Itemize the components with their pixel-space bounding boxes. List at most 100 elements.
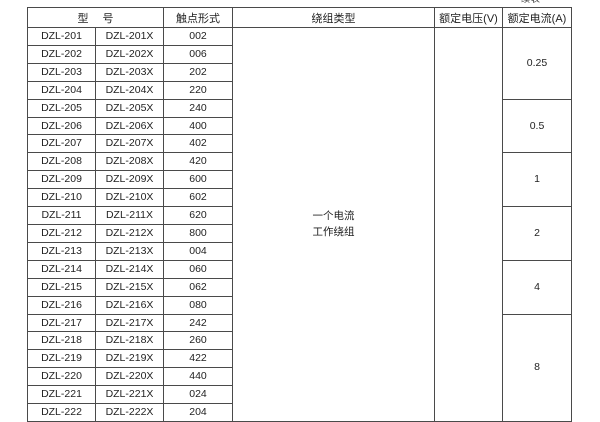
cell-model-standard: DZL-203 — [27, 62, 96, 82]
cell-model-variant: DZL-220X — [95, 367, 164, 387]
table-row: DZL-216 DZL-216X 080 — [27, 295, 572, 315]
cell-contact-form: 420 — [163, 152, 233, 172]
cell-model-variant: DZL-218X — [95, 331, 164, 351]
cell-model-standard: DZL-220 — [27, 367, 96, 387]
cell-model-variant: DZL-213X — [95, 241, 164, 261]
cell-model-standard: DZL-211 — [27, 206, 96, 225]
cell-model-variant: DZL-211X — [95, 206, 164, 225]
table-row: DZL-220 DZL-220X 440 — [27, 367, 572, 387]
cell-contact-form: 080 — [163, 295, 233, 315]
cell-contact-form: 800 — [163, 223, 233, 243]
cell-rated-current: 2 — [502, 206, 572, 261]
cell-model-variant: DZL-209X — [95, 170, 164, 190]
winding-type-line-1: 一个电流 — [312, 209, 355, 222]
cell-model-standard: DZL-214 — [27, 259, 96, 279]
cell-model-standard: DZL-219 — [27, 349, 96, 369]
cell-model-variant: DZL-222X — [95, 403, 164, 422]
cell-winding-type: 一个电流 工作绕组 — [232, 27, 435, 422]
table-row: DZL-213 DZL-213X 004 — [27, 241, 572, 261]
table-row: DZL-221 DZL-221X 024 — [27, 385, 572, 405]
header-model-char-1: 型 — [77, 12, 89, 25]
cell-contact-form: 242 — [163, 313, 233, 333]
cell-model-standard: DZL-222 — [27, 403, 96, 422]
cell-contact-form: 600 — [163, 170, 233, 190]
cell-rated-voltage — [434, 27, 503, 422]
cell-contact-form: 422 — [163, 349, 233, 369]
table-row: DZL-218 DZL-218X 260 — [27, 331, 572, 351]
cell-contact-form: 004 — [163, 241, 233, 261]
column-header-rated-current: 额定电流(A) — [502, 7, 572, 28]
continued-table-label: 续表 — [503, 0, 559, 4]
table-row: DZL-219 DZL-219X 422 — [27, 349, 572, 369]
table-row: DZL-204 DZL-204X 220 — [27, 80, 572, 100]
winding-type-line-2: 工作绕组 — [312, 226, 355, 239]
column-header-contact-form: 触点形式 — [163, 7, 233, 28]
table-row: DZL-208 DZL-208X 420 1 — [27, 152, 572, 208]
cell-model-variant: DZL-214X — [95, 259, 164, 279]
table-row: DZL-211 DZL-211X 620 2 — [27, 206, 572, 261]
cell-model-standard: DZL-210 — [27, 188, 96, 208]
table-body: DZL-201 DZL-201X 002 一个电流 工作绕组 0.25 DZL-202 DZL… — [27, 27, 572, 422]
cell-model-variant: DZL-216X — [95, 295, 164, 315]
cell-model-standard: DZL-216 — [27, 295, 96, 315]
cell-model-variant: DZL-221X — [95, 385, 164, 405]
cell-model-standard: DZL-206 — [27, 116, 96, 136]
header-model-char-2: 号 — [102, 12, 114, 25]
cell-model-variant: DZL-202X — [95, 44, 164, 64]
cell-rated-current: 0.25 — [502, 27, 572, 100]
cell-model-standard: DZL-204 — [27, 80, 96, 100]
table-row: DZL-202 DZL-202X 006 — [27, 44, 572, 64]
cell-model-standard: DZL-205 — [27, 98, 96, 118]
cell-model-variant: DZL-207X — [95, 134, 164, 154]
cell-model-standard: DZL-221 — [27, 385, 96, 405]
column-header-model: 型号 — [27, 7, 164, 28]
cell-model-standard: DZL-209 — [27, 170, 96, 190]
cell-contact-form: 620 — [163, 206, 233, 225]
cell-model-variant: DZL-217X — [95, 313, 164, 333]
cell-model-standard: DZL-201 — [27, 27, 96, 46]
cell-contact-form: 002 — [163, 27, 233, 46]
relay-specification-table: 型号 触点形式 绕组类型 额定电压(V) 额定电流(A) DZL-201 DZL-… — [27, 7, 572, 422]
column-header-winding-type: 绕组类型 — [232, 7, 435, 28]
cell-contact-form: 440 — [163, 367, 233, 387]
cell-contact-form: 400 — [163, 116, 233, 136]
cell-contact-form: 602 — [163, 188, 233, 208]
cell-contact-form: 202 — [163, 62, 233, 82]
cell-model-standard: DZL-202 — [27, 44, 96, 64]
cell-model-variant: DZL-215X — [95, 277, 164, 297]
cell-contact-form: 024 — [163, 385, 233, 405]
cell-contact-form: 204 — [163, 403, 233, 422]
cell-rated-current: 4 — [502, 259, 572, 315]
cell-contact-form: 260 — [163, 331, 233, 351]
cell-model-variant: DZL-205X — [95, 98, 164, 118]
page-canvas: 续表 型号 触点形式 绕组类型 额定电压(V) 额定电流(A) — [27, 0, 572, 422]
cell-contact-form: 402 — [163, 134, 233, 154]
cell-model-variant: DZL-210X — [95, 188, 164, 208]
table-row: DZL-214 DZL-214X 060 4 — [27, 259, 572, 315]
cell-model-standard: DZL-207 — [27, 134, 96, 154]
cell-contact-form: 220 — [163, 80, 233, 100]
cell-model-variant: DZL-203X — [95, 62, 164, 82]
table-row: DZL-203 DZL-203X 202 — [27, 62, 572, 82]
cell-model-standard: DZL-215 — [27, 277, 96, 297]
cell-contact-form: 062 — [163, 277, 233, 297]
cell-model-variant: DZL-206X — [95, 116, 164, 136]
cell-model-variant: DZL-208X — [95, 152, 164, 172]
cell-contact-form: 240 — [163, 98, 233, 118]
cell-contact-form: 006 — [163, 44, 233, 64]
cell-model-variant: DZL-201X — [95, 27, 164, 46]
cell-rated-current: 8 — [502, 313, 572, 422]
table-row: DZL-205 DZL-205X 240 0.5 — [27, 98, 572, 154]
cell-model-standard: DZL-217 — [27, 313, 96, 333]
cell-model-standard: DZL-212 — [27, 223, 96, 243]
header-row: 型号 触点形式 绕组类型 额定电压(V) 额定电流(A) — [27, 7, 572, 28]
column-header-rated-voltage: 额定电压(V) — [434, 7, 503, 28]
table-row: DZL-215 DZL-215X 062 — [27, 277, 572, 297]
cell-model-variant: DZL-204X — [95, 80, 164, 100]
cell-model-variant: DZL-212X — [95, 223, 164, 243]
table-row: DZL-209 DZL-209X 600 — [27, 170, 572, 190]
cell-rated-current: 1 — [502, 152, 572, 208]
specification-table-container: 型号 触点形式 绕组类型 额定电压(V) 额定电流(A) DZL-201 DZL-… — [27, 7, 572, 422]
cell-model-standard: DZL-218 — [27, 331, 96, 351]
table-row: DZL-201 DZL-201X 002 一个电流 工作绕组 0.25 — [27, 27, 572, 422]
